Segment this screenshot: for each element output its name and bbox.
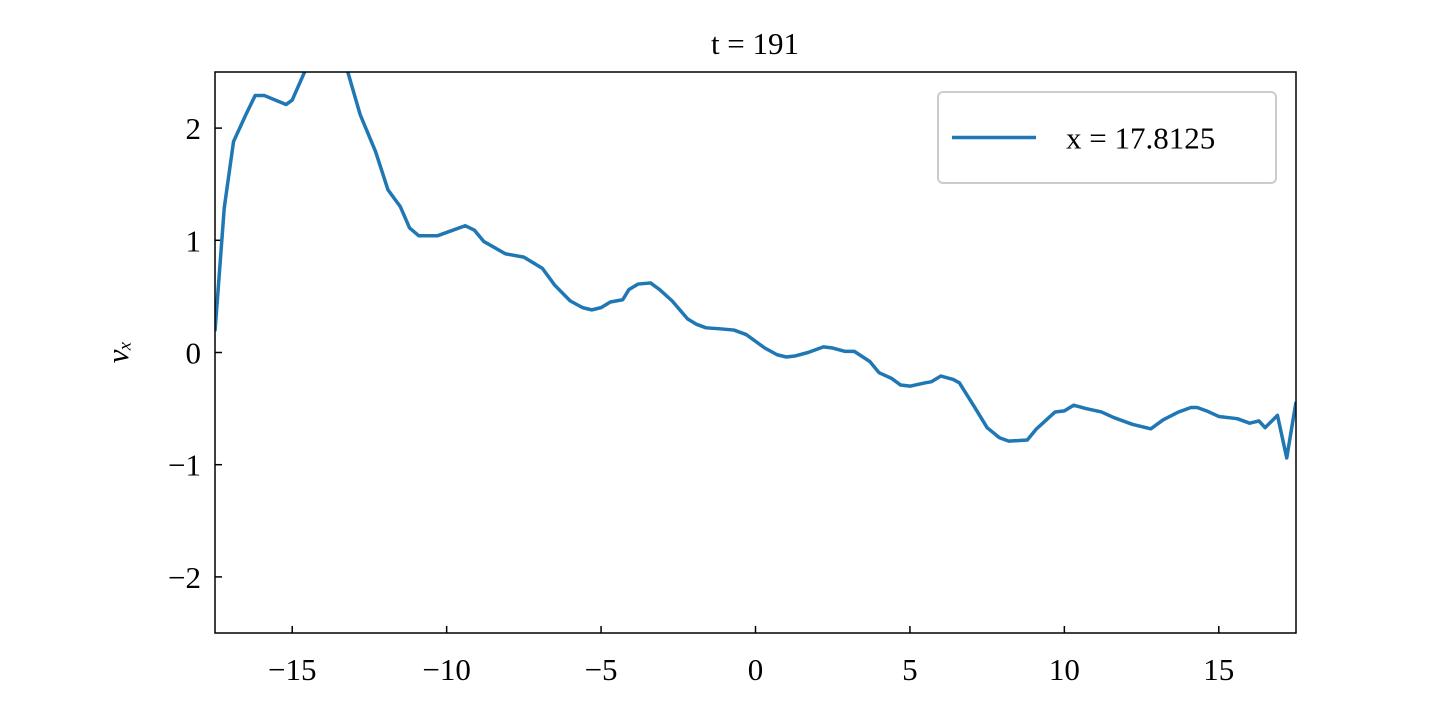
x-tick-label: 5 [902, 652, 918, 687]
x-tick-label: 0 [748, 652, 764, 687]
x-tick-label: −15 [268, 652, 316, 687]
chart-title: t = 191 [711, 26, 799, 61]
x-tick-label: −5 [585, 652, 618, 687]
x-axis-label: y [745, 707, 762, 720]
legend-label: x = 17.8125 [1066, 121, 1215, 156]
y-tick-label: 2 [186, 111, 202, 146]
plot-frame [214, 71, 1297, 634]
y-tick-label: 1 [186, 223, 202, 258]
y-axis-label: vₓ [100, 341, 135, 364]
x-tick-label: 15 [1203, 652, 1234, 687]
data-line [215, 72, 1296, 460]
x-tick-label: 10 [1049, 652, 1080, 687]
y-tick-label: 0 [186, 336, 202, 371]
y-tick-label: −1 [168, 448, 201, 483]
x-tick-label: −10 [422, 652, 470, 687]
y-tick-label: −2 [168, 560, 201, 595]
plot-area [215, 72, 1296, 460]
legend-box [937, 91, 1277, 184]
